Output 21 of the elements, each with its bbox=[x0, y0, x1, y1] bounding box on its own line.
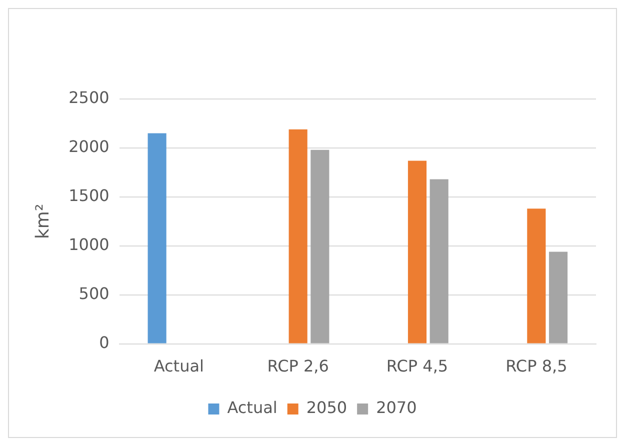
bar bbox=[430, 179, 448, 344]
legend-label: Actual bbox=[227, 398, 278, 418]
y-tick-label: 2000 bbox=[68, 137, 110, 156]
bar bbox=[148, 133, 166, 344]
y-tick-label: 2500 bbox=[68, 88, 110, 108]
y-tick-label: 0 bbox=[99, 332, 110, 352]
bar bbox=[310, 150, 330, 344]
x-tick-label: RCP 8,5 bbox=[506, 356, 568, 376]
bar bbox=[548, 252, 568, 344]
bar bbox=[408, 160, 427, 344]
x-tick-label: RCP 4,5 bbox=[386, 356, 448, 376]
y-tick-label: 1500 bbox=[68, 186, 110, 206]
y-tick-label: 500 bbox=[78, 284, 110, 303]
bar bbox=[288, 129, 308, 344]
x-tick-label: Actual bbox=[154, 356, 204, 376]
legend-label: 2070 bbox=[376, 398, 417, 418]
y-tick-label: 1000 bbox=[68, 235, 110, 254]
x-tick-label: RCP 2,6 bbox=[267, 356, 329, 376]
bar bbox=[527, 208, 546, 344]
y-axis-title: km² bbox=[32, 204, 54, 239]
legend-label: 2050 bbox=[306, 398, 348, 418]
